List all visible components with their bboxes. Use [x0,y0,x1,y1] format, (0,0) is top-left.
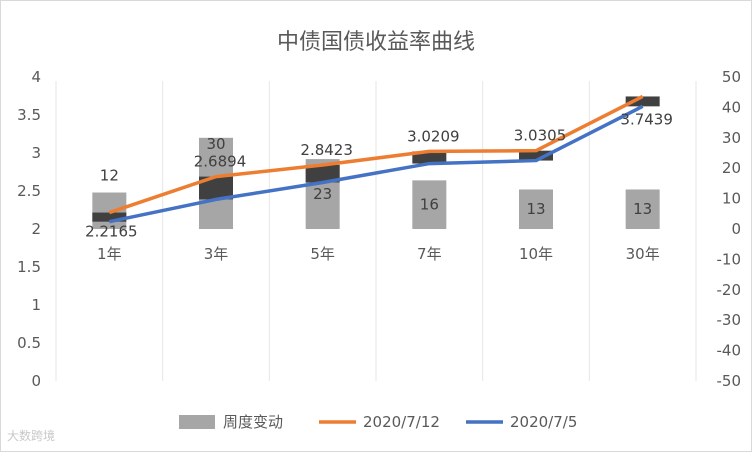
line-value-label: 3.0305 [514,127,567,145]
left-tick-label: 1 [31,296,41,314]
category-label: 5年 [310,245,335,263]
legend-swatch-bar [179,415,215,429]
bar-value-label: 12 [100,167,119,185]
bar-10年 [519,189,553,229]
bar-value-label: 23 [313,185,332,203]
bar-30年 [625,189,660,229]
left-axis-ticks: 0 0.5 1 1.5 2 2.5 3 3.5 4 [17,68,41,390]
right-tick-label: 50 [722,68,741,86]
line-series [108,94,644,224]
chart-title: 中债国债收益率曲线 [277,30,475,55]
left-tick-label: 4 [31,68,41,86]
left-tick-label: 3.5 [17,106,41,124]
legend-label: 2020/7/5 [510,413,577,431]
left-tick-label: 0.5 [17,334,41,352]
left-tick-label: 0 [31,372,41,390]
bar-value-label: 16 [420,196,439,214]
right-tick-label: 0 [731,220,741,238]
right-tick-label: 20 [722,159,741,177]
bar-value-labels: 12 30 23 16 13 13 [100,135,652,218]
line-value-labels: 2.2165 2.6894 2.8423 3.0209 3.0305 3.7439 [85,110,673,240]
category-label: 30年 [626,245,660,263]
right-tick-label: 10 [722,190,741,208]
left-tick-label: 3 [31,144,41,162]
bar-value-label: 30 [206,135,225,153]
line-value-label: 2.6894 [194,153,247,171]
category-label: 3年 [204,245,229,263]
line-2020/7/5 [108,104,644,224]
up-down-bar-10年 [519,150,553,161]
legend-label: 周度变动 [223,413,283,431]
bar-value-label: 13 [633,200,652,218]
bar-value-label: 13 [526,200,545,218]
line-value-label: 2.8423 [300,141,353,159]
right-axis-ticks: -50 -40 -30 -20 -10 0 10 20 30 40 50 [717,68,742,390]
watermark: 大数跨境 [7,429,56,443]
line-value-label: 3.7439 [620,110,673,128]
up-down-bar-3年 [199,176,233,200]
category-label: 10年 [519,245,553,263]
category-gridlines [55,81,697,381]
category-axis-ticks: 1年 3年 5年 7年 10年 30年 [97,245,660,263]
left-tick-label: 2.5 [17,182,41,200]
legend: 周度变动 2020/7/12 2020/7/5 [179,413,577,431]
up-down-bar-5年 [305,164,340,183]
up-down-bar-7年 [412,151,447,164]
right-tick-label: -20 [717,281,742,299]
left-tick-label: 2 [31,220,41,238]
up-down-bar-30年 [625,96,660,107]
line-value-label: 3.0209 [407,127,460,145]
right-tick-label: -30 [717,311,742,329]
right-tick-label: -40 [717,342,742,360]
left-tick-label: 1.5 [17,258,41,276]
right-tick-label: 40 [722,98,741,116]
up-down-bar-1年 [92,212,127,222]
line-value-label: 2.2165 [85,223,138,241]
category-label: 1年 [97,245,122,263]
category-label: 7年 [417,245,442,263]
line-2020/7/12 [108,94,644,215]
right-tick-label: 30 [722,129,741,147]
up-down-bars [92,96,660,222]
right-tick-label: -10 [717,250,742,268]
legend-label: 2020/7/12 [363,413,440,431]
bar-7年 [412,180,447,229]
right-tick-label: -50 [717,372,742,390]
